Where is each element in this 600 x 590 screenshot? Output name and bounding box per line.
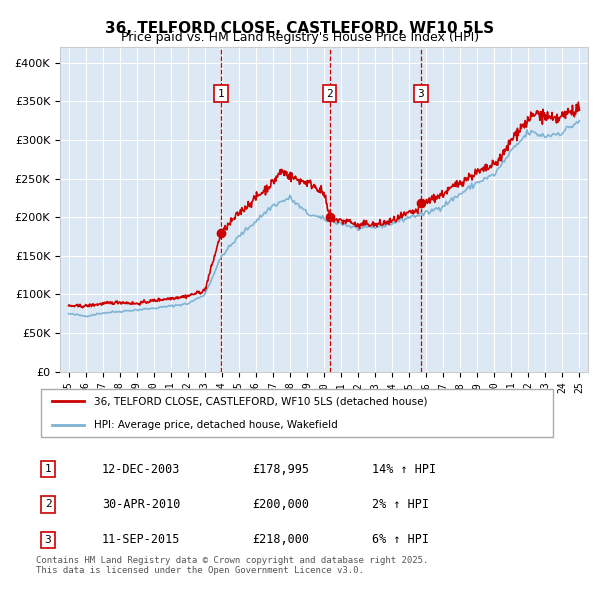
FancyBboxPatch shape <box>41 389 553 437</box>
Text: 11-SEP-2015: 11-SEP-2015 <box>102 533 181 546</box>
Text: 1: 1 <box>44 464 52 474</box>
Text: 2: 2 <box>326 88 333 99</box>
Text: £218,000: £218,000 <box>252 533 309 546</box>
Text: 36, TELFORD CLOSE, CASTLEFORD, WF10 5LS: 36, TELFORD CLOSE, CASTLEFORD, WF10 5LS <box>106 21 494 35</box>
Text: 3: 3 <box>44 535 52 545</box>
Text: £178,995: £178,995 <box>252 463 309 476</box>
Text: Contains HM Land Registry data © Crown copyright and database right 2025.
This d: Contains HM Land Registry data © Crown c… <box>36 556 428 575</box>
Text: 3: 3 <box>418 88 424 99</box>
Text: 2% ↑ HPI: 2% ↑ HPI <box>372 498 429 511</box>
Text: £200,000: £200,000 <box>252 498 309 511</box>
Text: 36, TELFORD CLOSE, CASTLEFORD, WF10 5LS (detached house): 36, TELFORD CLOSE, CASTLEFORD, WF10 5LS … <box>94 396 428 407</box>
Text: 14% ↑ HPI: 14% ↑ HPI <box>372 463 436 476</box>
Text: 1: 1 <box>218 88 224 99</box>
Text: 2: 2 <box>44 500 52 509</box>
Text: 12-DEC-2003: 12-DEC-2003 <box>102 463 181 476</box>
Text: HPI: Average price, detached house, Wakefield: HPI: Average price, detached house, Wake… <box>94 419 338 430</box>
Text: Price paid vs. HM Land Registry's House Price Index (HPI): Price paid vs. HM Land Registry's House … <box>121 31 479 44</box>
Text: 6% ↑ HPI: 6% ↑ HPI <box>372 533 429 546</box>
Text: 30-APR-2010: 30-APR-2010 <box>102 498 181 511</box>
